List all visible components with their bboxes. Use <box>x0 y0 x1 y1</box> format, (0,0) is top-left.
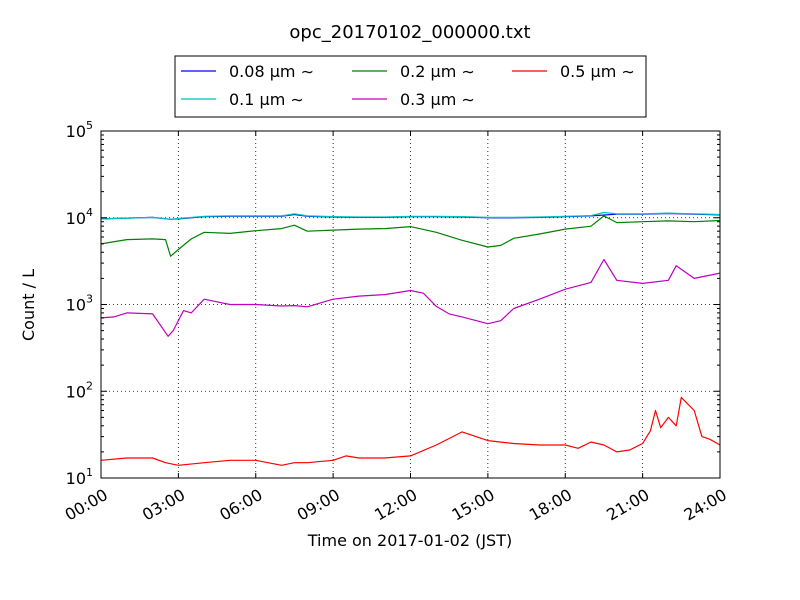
legend-label-2: 0.1 μm ∼ <box>229 90 304 109</box>
y-axis-label: Count / L <box>19 269 38 341</box>
x-axis-label: Time on 2017-01-02 (JST) <box>307 531 512 550</box>
legend-items: 0.08 μm ∼ 0.1 μm ∼ 0.2 μm ∼ 0.3 μm ∼ 0.5 μm … <box>181 62 635 109</box>
legend-label-4: 0.3 μm ∼ <box>400 90 475 109</box>
series-line-4 <box>100 258 721 337</box>
data-series <box>100 211 721 466</box>
legend-box <box>174 55 647 118</box>
series-line-2 <box>100 211 721 220</box>
legend: 0.08 μm ∼ 0.1 μm ∼ 0.2 μm ∼ 0.3 μm ∼ 0.5 μm … <box>174 55 647 118</box>
series-line-5 <box>100 396 721 466</box>
legend-label-5: 0.5 μm ∼ <box>560 62 635 81</box>
series-line-3 <box>100 215 721 257</box>
legend-label-1: 0.08 μm ∼ <box>229 62 314 81</box>
legend-label-3: 0.2 μm ∼ <box>400 62 475 81</box>
chart-title: opc_20170102_000000.txt <box>289 22 530 43</box>
